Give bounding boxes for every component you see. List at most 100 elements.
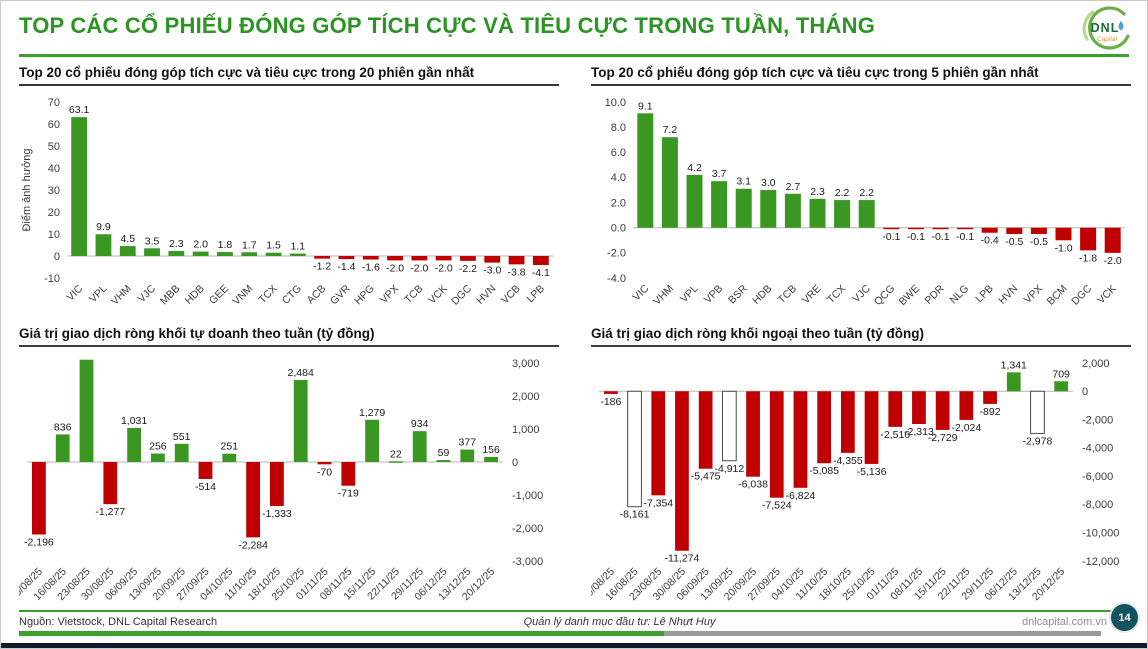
svg-text:-2.2: -2.2: [459, 263, 477, 275]
footer-separator: [19, 610, 1131, 612]
svg-text:BSR: BSR: [726, 282, 750, 306]
svg-text:HPG: HPG: [352, 283, 377, 308]
svg-text:VHM: VHM: [651, 283, 676, 308]
svg-text:-892: -892: [980, 406, 1001, 418]
svg-text:934: 934: [411, 418, 429, 430]
svg-text:HVN: HVN: [474, 283, 498, 307]
svg-text:VPX: VPX: [1022, 283, 1045, 306]
svg-text:-1.2: -1.2: [313, 261, 331, 273]
svg-text:3.1: 3.1: [736, 176, 751, 188]
svg-text:VHM: VHM: [109, 283, 134, 308]
svg-text:70: 70: [48, 97, 60, 109]
logo-subtext: Capital: [1097, 36, 1118, 43]
svg-text:-8,000: -8,000: [1082, 499, 1113, 511]
svg-text:1.1: 1.1: [291, 241, 306, 253]
svg-text:VPB: VPB: [702, 283, 725, 306]
svg-text:-2.0: -2.0: [386, 262, 404, 274]
svg-text:709: 709: [1052, 368, 1070, 380]
svg-text:1,031: 1,031: [121, 415, 147, 427]
svg-text:CTG: CTG: [280, 283, 304, 307]
svg-text:-1.6: -1.6: [362, 262, 380, 274]
svg-text:551: 551: [173, 431, 191, 443]
svg-text:1,279: 1,279: [359, 407, 385, 419]
svg-text:63.1: 63.1: [69, 104, 90, 116]
footer-website-link[interactable]: dnlcapital.com.vn: [1022, 615, 1107, 628]
svg-text:-3.8: -3.8: [508, 266, 526, 278]
svg-text:-719: -719: [338, 488, 359, 500]
svg-text:-3,000: -3,000: [512, 556, 543, 568]
svg-text:-10,000: -10,000: [1082, 528, 1119, 540]
chart-ngoai-bars: 2,000 0 -2,000 -4,000 -6,000 -8,000 -10,000 -12…: [591, 358, 1119, 603]
panel-ngoai-title: Giá trị giao dịch ròng khối ngoại theo t…: [591, 326, 1131, 347]
svg-text:-2,000: -2,000: [512, 523, 543, 535]
svg-text:-6,824: -6,824: [786, 490, 816, 502]
svg-text:50: 50: [48, 141, 60, 153]
svg-text:VRE: VRE: [800, 283, 824, 307]
svg-text:-3.0: -3.0: [483, 265, 501, 277]
svg-text:-1.4: -1.4: [337, 261, 355, 273]
svg-text:-2.0: -2.0: [607, 248, 626, 260]
svg-text:-4.1: -4.1: [532, 267, 550, 279]
svg-text:2.0: 2.0: [611, 197, 626, 209]
svg-text:Điểm ảnh hưởng: Điểm ảnh hưởng: [21, 148, 33, 231]
svg-text:10: 10: [48, 229, 60, 241]
footer-manager: Quản lý danh mục đầu tư: Lê Nhựt Huy: [523, 615, 716, 628]
svg-text:VPL: VPL: [87, 283, 110, 306]
svg-text:60: 60: [48, 119, 60, 131]
svg-text:VPL: VPL: [678, 283, 701, 306]
svg-text:GVR: GVR: [328, 282, 353, 307]
svg-text:HDB: HDB: [183, 283, 207, 307]
svg-text:59: 59: [438, 447, 450, 459]
charts-grid: Top 20 cổ phiếu đóng góp tích cực và tiê…: [19, 65, 1131, 615]
svg-text:0: 0: [512, 457, 518, 469]
svg-text:-4,355: -4,355: [833, 455, 863, 467]
svg-text:-2,196: -2,196: [24, 536, 54, 548]
svg-text:-10: -10: [44, 273, 60, 285]
svg-text:VCK: VCK: [1095, 283, 1119, 307]
svg-text:8.0: 8.0: [611, 122, 626, 134]
header: TOP CÁC CỔ PHIẾU ĐÓNG GÓP TÍCH CỰC VÀ TI…: [19, 6, 1131, 61]
svg-text:-514: -514: [195, 481, 216, 493]
svg-text:2,484: 2,484: [288, 367, 314, 379]
svg-text:VNM: VNM: [230, 283, 255, 308]
panel-tudoanh-title: Giá trị giao dịch ròng khối tự doanh the…: [19, 326, 559, 347]
svg-text:2.3: 2.3: [810, 186, 825, 198]
svg-text:-6,038: -6,038: [738, 479, 768, 491]
svg-text:-1.8: -1.8: [1079, 252, 1097, 264]
svg-text:4.5: 4.5: [120, 233, 135, 245]
svg-text:2.2: 2.2: [835, 187, 850, 199]
svg-text:-4,912: -4,912: [714, 463, 744, 475]
logo-drop-icon: [1118, 21, 1124, 31]
svg-text:-70: -70: [317, 466, 332, 478]
svg-text:VIC: VIC: [64, 282, 85, 303]
svg-text:-2,284: -2,284: [238, 539, 268, 551]
footer-source: Nguồn: Vietstock, DNL Capital Research: [19, 615, 218, 628]
chart-top20-bars: 70 60 50 40 30 20 10 0 -10 Điểm ảnh hưởng 63.1 VIC 9…: [21, 97, 553, 308]
footer-bar-gray: [664, 631, 1101, 636]
svg-text:ACB: ACB: [305, 283, 329, 307]
svg-text:LPB: LPB: [973, 283, 996, 306]
svg-text:-0.4: -0.4: [981, 235, 999, 247]
svg-text:MBB: MBB: [158, 283, 183, 308]
svg-text:-5,085: -5,085: [809, 465, 839, 477]
svg-text:-2.0: -2.0: [410, 262, 428, 274]
svg-text:VIC: VIC: [631, 282, 652, 303]
svg-text:DGC: DGC: [449, 282, 474, 307]
svg-text:2,000: 2,000: [1082, 358, 1110, 370]
svg-text:-2,516: -2,516: [880, 429, 910, 441]
svg-text:0: 0: [54, 251, 60, 263]
svg-text:2.3: 2.3: [169, 238, 184, 250]
svg-text:256: 256: [149, 441, 167, 453]
footer-bar-green: [19, 631, 664, 636]
bottom-border: [1, 643, 1147, 648]
svg-text:251: 251: [221, 441, 239, 453]
svg-text:9.9: 9.9: [96, 221, 111, 233]
svg-text:7.2: 7.2: [663, 124, 678, 136]
chart-tudoanh-bars: 3,000 2,000 1,000 0 -1,000 -2,000 -3,000 -2,196…: [19, 358, 543, 603]
svg-text:VJC: VJC: [136, 282, 159, 305]
svg-text:BCM: BCM: [1045, 283, 1070, 308]
svg-text:836: 836: [54, 421, 72, 433]
panel-top5: Top 20 cổ phiếu đóng góp tích cực và tiê…: [591, 65, 1131, 322]
panel-top20: Top 20 cổ phiếu đóng góp tích cực và tiê…: [19, 65, 559, 322]
svg-text:-0.1: -0.1: [956, 231, 974, 243]
